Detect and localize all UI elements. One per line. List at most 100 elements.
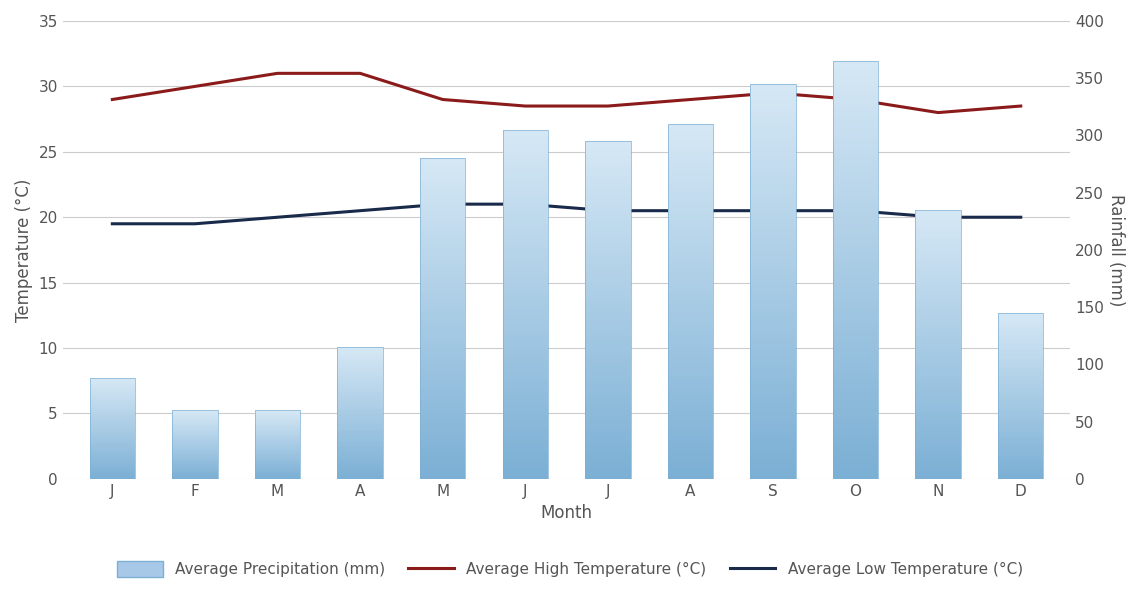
Bar <box>420 434 465 437</box>
Bar <box>420 277 465 280</box>
Bar <box>998 432 1043 434</box>
Bar <box>750 396 796 400</box>
Bar <box>172 478 218 479</box>
Bar <box>668 319 714 323</box>
Bar <box>172 422 218 423</box>
Bar <box>585 344 630 347</box>
Bar <box>915 341 961 344</box>
Bar <box>337 347 383 349</box>
Bar <box>833 253 878 257</box>
Bar <box>750 273 796 278</box>
Bar <box>668 202 714 205</box>
Bar <box>750 84 796 479</box>
Bar <box>750 127 796 131</box>
Bar <box>90 457 135 458</box>
Bar <box>750 250 796 254</box>
Bar <box>668 408 714 411</box>
Bar <box>750 376 796 380</box>
Bar <box>585 317 630 320</box>
Bar <box>420 261 465 264</box>
Bar <box>915 417 961 420</box>
Bar <box>668 145 714 149</box>
Bar <box>420 232 465 235</box>
Bar <box>833 261 878 266</box>
Bar <box>915 428 961 430</box>
Bar <box>420 177 465 181</box>
Bar <box>998 379 1043 381</box>
Bar <box>255 448 300 449</box>
Bar <box>420 190 465 193</box>
Bar <box>90 433 135 435</box>
Bar <box>255 410 300 411</box>
Bar <box>503 364 548 367</box>
Bar <box>503 175 548 179</box>
Bar <box>668 234 714 238</box>
Bar <box>750 451 796 455</box>
Bar <box>90 438 135 439</box>
Bar <box>172 435 218 436</box>
Bar <box>750 187 796 190</box>
Bar <box>503 475 548 479</box>
Bar <box>503 147 548 150</box>
Bar <box>337 435 383 437</box>
Bar <box>998 472 1043 474</box>
Bar <box>998 423 1043 424</box>
Bar <box>420 450 465 453</box>
Bar <box>585 168 630 171</box>
Bar <box>668 461 714 464</box>
Bar <box>750 100 796 104</box>
Bar <box>255 477 300 478</box>
Bar <box>668 259 714 263</box>
Bar <box>420 270 465 274</box>
Bar <box>503 378 548 381</box>
Bar <box>998 409 1043 411</box>
Bar <box>255 445 300 446</box>
Bar <box>668 475 714 479</box>
Bar <box>585 364 630 367</box>
Bar <box>503 311 548 315</box>
Bar <box>420 457 465 460</box>
Bar <box>172 417 218 418</box>
Bar <box>668 422 714 426</box>
Bar <box>750 424 796 427</box>
Bar <box>750 435 796 439</box>
Bar <box>915 423 961 425</box>
Bar <box>255 450 300 451</box>
Bar <box>420 347 465 350</box>
Bar <box>420 312 465 315</box>
Bar <box>585 475 630 479</box>
Bar <box>420 251 465 254</box>
Bar <box>172 410 218 411</box>
Bar <box>420 437 465 441</box>
Bar <box>90 439 135 441</box>
Bar <box>90 383 135 384</box>
Bar <box>337 416 383 417</box>
Bar <box>337 467 383 469</box>
Bar <box>585 320 630 324</box>
Bar <box>915 387 961 390</box>
Bar <box>750 207 796 210</box>
Bar <box>915 264 961 266</box>
Bar <box>337 370 383 371</box>
Bar <box>668 163 714 167</box>
Bar <box>915 366 961 368</box>
Bar <box>833 165 878 170</box>
Bar <box>337 463 383 464</box>
Bar <box>915 320 961 323</box>
Bar <box>337 417 383 418</box>
Bar <box>420 415 465 418</box>
Bar <box>998 326 1043 328</box>
Bar <box>750 116 796 119</box>
Bar <box>90 380 135 381</box>
Bar <box>90 418 135 420</box>
Bar <box>337 464 383 466</box>
Bar <box>585 232 630 236</box>
Bar <box>668 401 714 404</box>
Bar <box>585 313 630 317</box>
Bar <box>420 399 465 402</box>
Bar <box>915 404 961 406</box>
Bar <box>915 253 961 256</box>
Bar <box>503 214 548 217</box>
Y-axis label: Temperature (°C): Temperature (°C) <box>15 179 33 322</box>
Bar <box>668 365 714 369</box>
